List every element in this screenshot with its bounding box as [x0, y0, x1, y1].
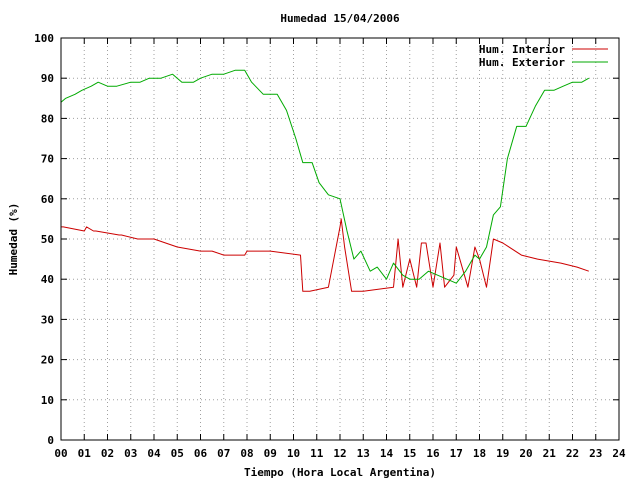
legend-label: Hum. Interior: [479, 43, 565, 56]
legend-label: Hum. Exterior: [479, 56, 565, 69]
y-tick-label: 20: [41, 354, 54, 367]
x-axis-label: Tiempo (Hora Local Argentina): [244, 466, 436, 479]
series-line-interior: [61, 218, 589, 292]
x-tick-label: 23: [589, 447, 602, 460]
x-tick-labels: 00 01 02 03 04 05 06 07 08 09 10 11 12 13 14 15 16 17 18 19…: [54, 447, 626, 460]
grid-lines: [61, 38, 619, 440]
x-tick-label: 24: [612, 447, 626, 460]
x-tick-label: 00: [54, 447, 67, 460]
axis-ticks: [60, 37, 620, 441]
y-tick-label: 10: [41, 394, 54, 407]
x-tick-label: 22: [566, 447, 579, 460]
x-tick-label: 08: [240, 447, 253, 460]
y-tick-label: 80: [41, 112, 54, 125]
y-tick-label: 40: [41, 273, 54, 286]
y-tick-label: 60: [41, 193, 54, 206]
x-tick-label: 19: [496, 447, 509, 460]
x-tick-label: 14: [380, 447, 394, 460]
y-tick-label: 100: [34, 32, 54, 45]
x-tick-label: 06: [194, 447, 208, 460]
x-tick-label: 10: [287, 447, 300, 460]
y-tick-label: 0: [47, 434, 54, 447]
x-tick-label: 03: [124, 447, 137, 460]
x-tick-label: 15: [403, 447, 416, 460]
x-tick-label: 18: [473, 447, 486, 460]
x-tick-label: 17: [450, 447, 463, 460]
y-tick-labels: 0 10 20 30 40 50 60 70 80 90 100: [34, 32, 54, 447]
y-tick-label: 70: [41, 153, 54, 166]
y-tick-label: 30: [41, 313, 54, 326]
x-tick-label: 09: [264, 447, 277, 460]
x-tick-label: 11: [310, 447, 324, 460]
x-tick-label: 13: [357, 447, 370, 460]
x-tick-label: 07: [217, 447, 230, 460]
chart-title: Humedad 15/04/2006: [280, 12, 400, 25]
x-tick-label: 12: [333, 447, 346, 460]
series-line-exterior: [60, 69, 590, 284]
x-tick-label: 04: [147, 447, 161, 460]
series-lines: [60, 69, 590, 292]
x-tick-label: 01: [78, 447, 92, 460]
y-tick-label: 90: [41, 72, 54, 85]
x-tick-label: 21: [543, 447, 557, 460]
x-tick-label: 16: [426, 447, 440, 460]
x-tick-label: 02: [101, 447, 114, 460]
x-tick-label: 05: [171, 447, 184, 460]
x-tick-label: 20: [519, 447, 532, 460]
y-axis-label: Humedad (%): [7, 203, 20, 276]
y-tick-label: 50: [41, 233, 54, 246]
